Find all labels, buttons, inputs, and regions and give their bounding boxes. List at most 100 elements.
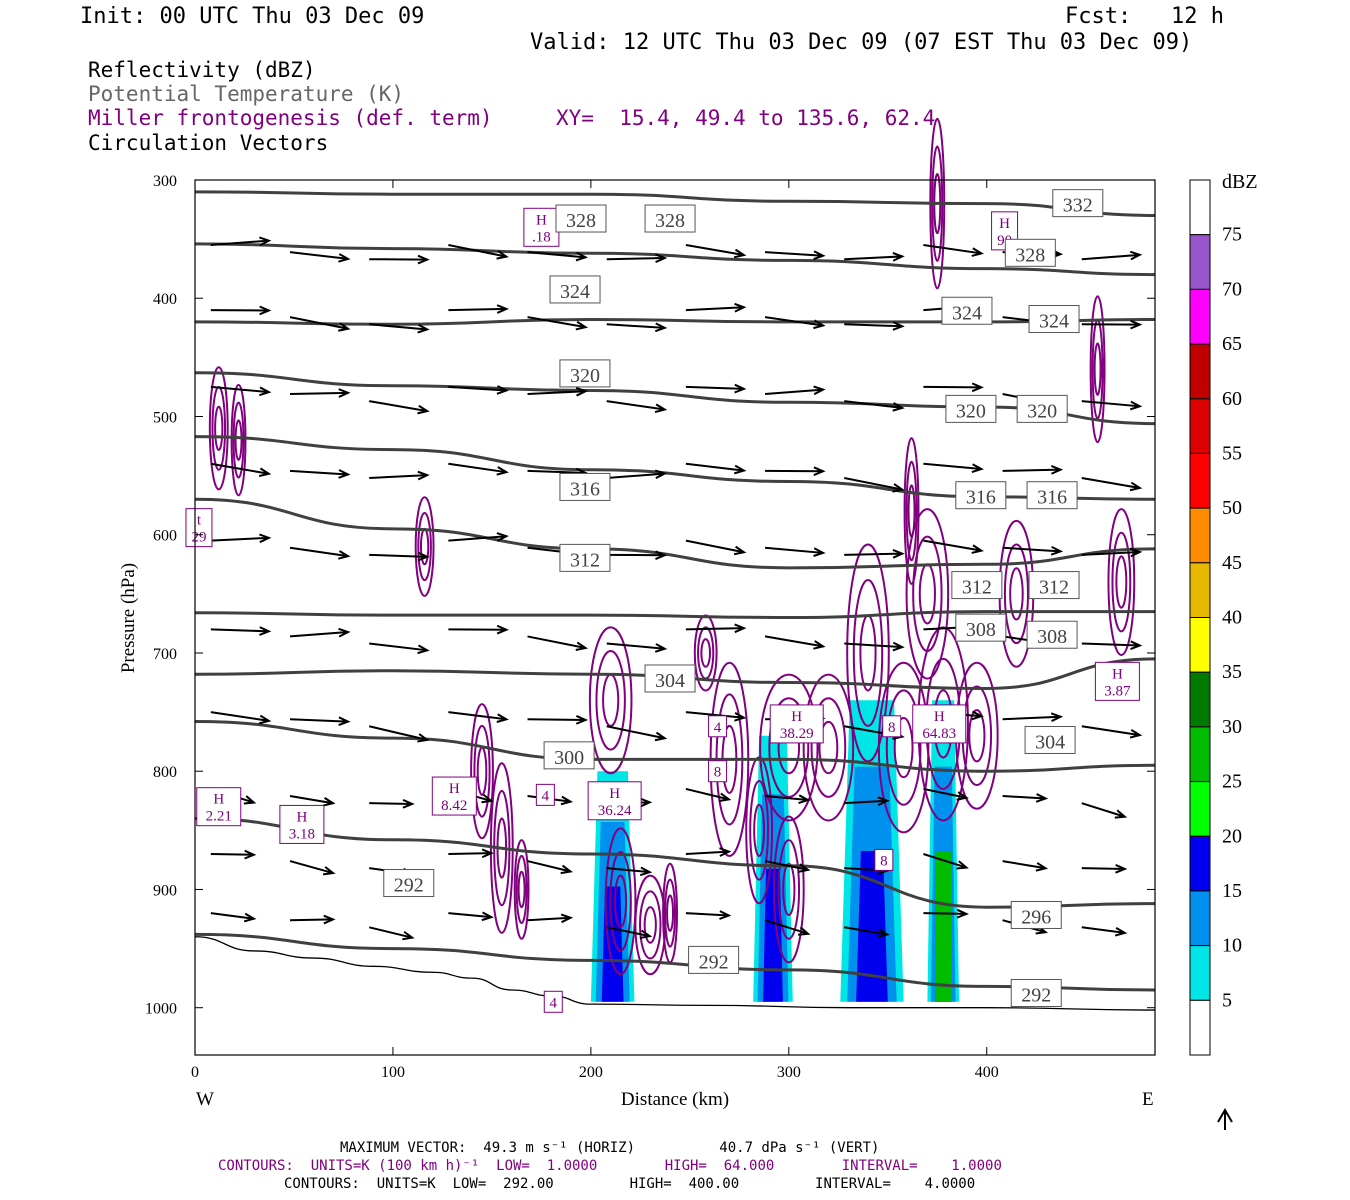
frontogenesis-label: 8.42	[441, 798, 467, 814]
frontogenesis-label: 36.24	[598, 803, 632, 819]
theta-label-box	[941, 296, 993, 325]
frontogenesis-label: 29	[191, 530, 206, 546]
y-tick-label: 900	[153, 882, 177, 899]
theta-label-box	[644, 204, 696, 233]
theta-label-box	[1028, 571, 1080, 600]
circulation-vector	[923, 539, 984, 554]
colorbar-level: 5	[1222, 989, 1232, 1011]
circulation-vector	[1081, 802, 1128, 819]
frontogenesis-contour	[818, 720, 839, 775]
frontogenesis-contour	[666, 894, 675, 932]
fronto-contour-note: CONTOURS: UNITS=K (100 km h)⁻¹ LOW= 1.00…	[218, 1158, 1002, 1174]
circulation-vector	[764, 316, 826, 330]
frontogenesis-label: 2.21	[206, 809, 232, 825]
circulation-vector	[765, 466, 826, 477]
axes: 0 100 200 300 400 300 400 500 600 700 800 900 1000	[145, 173, 1155, 1081]
circulation-vector	[685, 302, 747, 313]
frontogenesis-contour	[588, 626, 633, 775]
frontogenesis-contour	[968, 709, 986, 763]
frontogenesis-contour	[1107, 508, 1136, 656]
theta-contour	[194, 242, 1156, 277]
circulation-vector	[448, 532, 509, 542]
colorbar-swatch	[1189, 835, 1211, 892]
theta-label: 296	[1021, 906, 1051, 928]
circulation-vector	[764, 860, 811, 873]
theta-label: 324	[1039, 311, 1069, 333]
theta-label: 316	[966, 487, 996, 509]
circulation-vector	[1002, 712, 1064, 722]
circulation-vector	[764, 546, 826, 557]
circulation-vector	[289, 469, 351, 479]
circulation-vector	[1002, 793, 1049, 803]
colorbar-level: 60	[1222, 388, 1242, 410]
frontogenesis-contour	[613, 874, 628, 928]
frontogenesis-contour	[602, 673, 620, 727]
frontogenesis-contour	[759, 673, 819, 822]
theta-label-box	[955, 481, 1007, 510]
plot-frame	[194, 179, 1156, 1056]
forecast-hour: Fcst: 12 h	[1065, 4, 1224, 29]
theta-label-box	[1052, 189, 1104, 218]
circulation-vector	[685, 847, 732, 857]
circulation-vector	[923, 462, 984, 473]
circulation-vector	[1081, 250, 1143, 261]
legend-theta: Potential Temperature (K)	[88, 82, 405, 106]
max-vector-note: MAXIMUM VECTOR: 49.3 m s⁻¹ (HORIZ) 40.7 …	[340, 1140, 880, 1156]
reflectivity-cell	[856, 851, 888, 1002]
circulation-vector	[606, 400, 668, 414]
circulation-vector	[606, 322, 668, 333]
colorbar-swatch	[1189, 562, 1211, 618]
frontogenesis-label: 4	[714, 720, 722, 736]
cross-section-endpoints: XY= 15.4, 49.4 to 135.6, 62.4	[556, 106, 936, 130]
frontogenesis-label: 64.83	[922, 726, 956, 742]
circulation-vector	[844, 926, 890, 938]
frontogenesis-contour	[1111, 531, 1132, 633]
circulation-vector	[606, 642, 668, 653]
frontogenesis-contour	[782, 862, 796, 917]
circulation-vector	[685, 623, 747, 634]
theta-contour	[194, 932, 1156, 992]
theta-label-box	[688, 945, 740, 974]
x-tick-label: 400	[975, 1064, 999, 1081]
circulation-vector	[606, 550, 668, 560]
theta-label-box	[951, 571, 1003, 600]
theta-label-box	[1028, 305, 1080, 334]
theta-contour	[194, 435, 1156, 501]
theta-label: 316	[1037, 487, 1067, 509]
frontogenesis-contour	[905, 460, 918, 562]
circulation-vector	[448, 848, 494, 859]
theta-label-box	[383, 869, 435, 898]
circulation-vector	[210, 711, 272, 725]
theta-label-box	[543, 741, 595, 770]
terrain	[194, 936, 1156, 1011]
frontogenesis-contour	[777, 839, 801, 940]
frontogenesis-contour	[749, 780, 770, 881]
y-tick-label: 400	[153, 291, 177, 308]
colorbar-level: 75	[1222, 224, 1242, 246]
colorbar-swatch	[1189, 288, 1211, 345]
theta-contour	[194, 318, 1156, 326]
circulation-vector	[369, 551, 430, 562]
circulation-vector	[289, 914, 336, 925]
circulation-vector	[764, 794, 811, 805]
frontogenesis-contour	[905, 508, 950, 680]
theta-label: 312	[962, 577, 992, 599]
y-tick-label: 700	[153, 646, 177, 663]
frontogenesis-label: H	[536, 212, 547, 228]
theta-label-box	[644, 664, 696, 693]
frontogenesis-contour	[414, 496, 435, 597]
colorbar-swatch	[1189, 617, 1211, 673]
theta-label-box	[1004, 238, 1056, 267]
frontogenesis-label: H	[999, 216, 1010, 232]
circulation-vector	[844, 400, 905, 412]
circulation-vector	[527, 860, 574, 875]
frontogenesis-contour	[643, 906, 657, 944]
circulation-vector	[448, 911, 494, 922]
circulation-vector	[448, 624, 509, 635]
circulation-vector	[289, 860, 336, 876]
theta-contour	[194, 720, 1156, 773]
circulation-vector	[527, 386, 589, 397]
x-tick-label: 0	[191, 1064, 199, 1081]
circulation-vector	[923, 382, 984, 393]
